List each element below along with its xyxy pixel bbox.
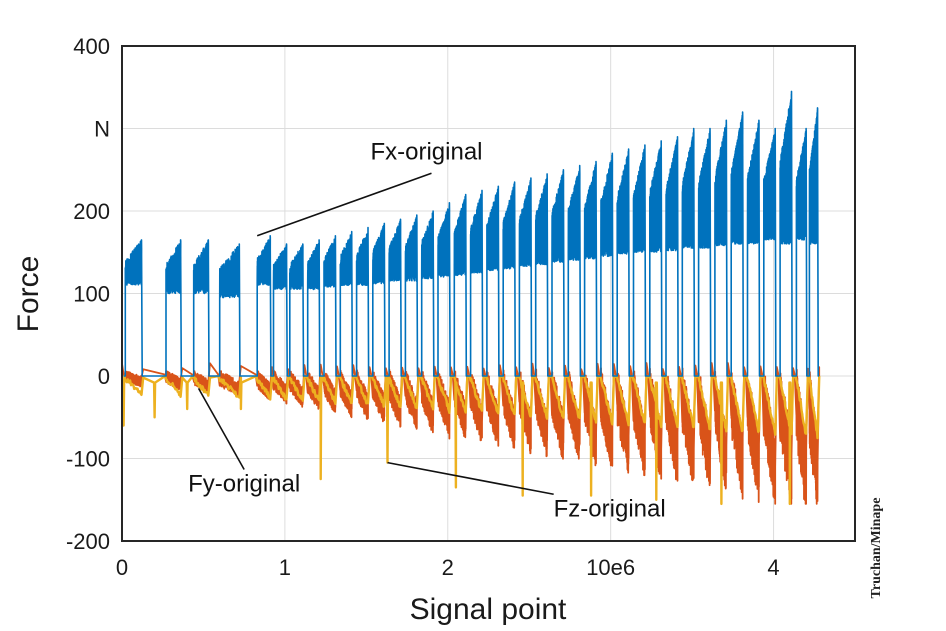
x-tick-label-1: 1 (279, 555, 291, 580)
grid-lines (122, 46, 855, 541)
fz-annotation-label: Fz-original (554, 495, 666, 522)
x-tick-label-0: 0 (116, 555, 128, 580)
x-axis-title: Signal point (410, 593, 567, 626)
y-tick-label-0: 400 (73, 34, 110, 59)
y-tick-label-5: -100 (66, 447, 110, 472)
y-tick-label-6: -200 (66, 529, 110, 554)
y-tick-label-4: 0 (98, 364, 110, 389)
x-tick-label-3: 10e6 (586, 555, 635, 580)
y-tick-label-3: 100 (73, 282, 110, 307)
y-tick-label-2: 200 (73, 199, 110, 224)
x-tick-label-4: 4 (767, 555, 779, 580)
fy-annotation-leader (197, 387, 245, 470)
y-tick-label-1: N (94, 117, 110, 142)
tick-labels: 0 1 2 10e6 4 400 N 200 100 0 -100 -200 (66, 34, 780, 580)
plot-frame (121, 45, 856, 542)
fz-series-line (120, 374, 821, 506)
fx-series-line (123, 90, 820, 377)
annotations: Fx-original Fy-original Fz-original (188, 138, 666, 522)
x-tick-label-2: 2 (442, 555, 454, 580)
fz-annotation-leader (387, 461, 554, 496)
fx-annotation-leader (256, 172, 432, 237)
credit-text: Truchan/Minape (869, 498, 884, 599)
series-lines (120, 90, 821, 506)
fy-annotation-label: Fy-original (188, 471, 300, 498)
y-axis-title: Force (12, 256, 45, 333)
fx-annotation-label: Fx-original (370, 138, 482, 165)
